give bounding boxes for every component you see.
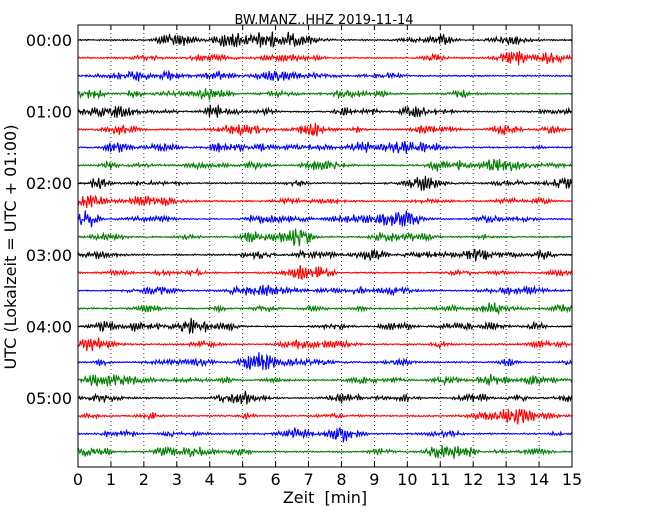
x-tick-label: 5 (238, 470, 248, 489)
y-axis-ticks: 00:00 01:00 02:00 03:00 04:00 05:00 (26, 31, 572, 408)
x-tick-label: 0 (73, 470, 83, 489)
x-tick-label: 6 (271, 470, 281, 489)
trace-line (77, 373, 573, 388)
trace-line (77, 69, 573, 82)
y-tick-label: 02:00 (26, 174, 72, 193)
trace-line (77, 284, 573, 297)
y-tick-label: 05:00 (26, 389, 72, 408)
trace-line (77, 50, 573, 66)
x-tick-label: 1 (106, 470, 116, 489)
trace-line (77, 210, 573, 228)
trace-line (77, 426, 573, 443)
x-tick-label: 15 (562, 470, 582, 489)
trace-line (77, 122, 573, 137)
y-axis-label: UTC (Lokalzeit = UTC + 01:00) (1, 125, 20, 370)
grid-lines (110, 25, 540, 467)
y-tick-label: 00:00 (26, 31, 72, 50)
trace-line (77, 352, 573, 370)
x-tick-label: 3 (172, 470, 182, 489)
seismic-traces (77, 31, 573, 459)
x-tick-label: 13 (496, 470, 516, 489)
trace-line (77, 390, 573, 405)
x-tick-label: 7 (303, 470, 313, 489)
trace-line (77, 175, 573, 191)
x-axis-ticks: 0 1 2 3 4 5 6 7 8 9 10 11 12 13 14 15 (73, 25, 582, 489)
trace-line (77, 445, 573, 459)
x-axis-label: Zeit [min] (283, 488, 367, 507)
y-tick-label: 01:00 (26, 103, 72, 122)
trace-line (77, 140, 573, 154)
y-tick-label: 04:00 (26, 317, 72, 336)
y-tick-label: 03:00 (26, 246, 72, 265)
trace-line (77, 104, 573, 118)
trace-line (77, 88, 572, 101)
x-tick-label: 14 (529, 470, 549, 489)
chart-title: BW.MANZ..HHZ 2019-11-14 (234, 13, 413, 28)
x-tick-label: 4 (205, 470, 215, 489)
plot-area (78, 25, 572, 467)
x-tick-label: 10 (397, 470, 417, 489)
x-tick-label: 9 (369, 470, 379, 489)
x-tick-label: 2 (139, 470, 149, 489)
trace-line (77, 194, 573, 208)
trace-line (77, 158, 573, 172)
x-tick-label: 12 (463, 470, 483, 489)
plot-frame (77, 24, 573, 468)
trace-line (77, 265, 573, 281)
trace-line (77, 337, 573, 352)
trace-line (77, 408, 573, 425)
x-tick-label: 8 (336, 470, 346, 489)
trace-line (77, 31, 573, 49)
trace-line (77, 302, 573, 316)
x-tick-label: 11 (430, 470, 450, 489)
trace-line (77, 228, 573, 247)
trace-line (77, 247, 573, 262)
trace-line (77, 317, 573, 335)
